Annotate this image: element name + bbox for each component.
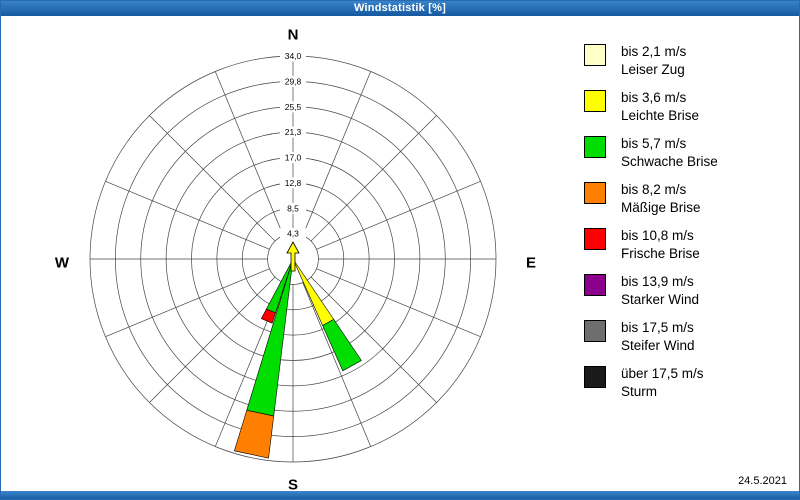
legend-speed: bis 5,7 m/s [621, 136, 687, 151]
legend-speed: bis 3,6 m/s [621, 90, 687, 105]
date-label: 24.5.2021 [738, 475, 787, 487]
legend-name: Leiser Zug [621, 61, 685, 77]
legend-label: bis 13,9 m/s Starker Wind [621, 273, 699, 308]
legend-label: bis 3,6 m/s Leichte Brise [621, 89, 699, 124]
compass-west-label: W [54, 254, 70, 272]
legend-item: bis 13,9 m/s Starker Wind [584, 273, 794, 319]
legend-item: bis 10,8 m/s Frische Brise [584, 227, 794, 273]
ring-label: 8,5 [287, 203, 299, 213]
legend-speed: über 17,5 m/s [621, 366, 704, 381]
ring-label: 34,0 [285, 51, 302, 61]
legend-label: bis 17,5 m/s Steifer Wind [621, 319, 695, 354]
grid-spoke [302, 71, 372, 236]
grid-spoke [105, 180, 270, 250]
legend-swatch [584, 366, 606, 388]
legend-item: bis 3,6 m/s Leichte Brise [584, 89, 794, 135]
legend-item: über 17,5 m/s Sturm [584, 365, 794, 411]
legend-swatch [584, 136, 606, 158]
legend-name: Schwache Brise [621, 153, 718, 169]
legend-item: bis 8,2 m/s Mäßige Brise [584, 181, 794, 227]
ring-label-bg [280, 75, 306, 87]
petal-segment [292, 258, 335, 326]
ring-label: 17,0 [285, 153, 302, 163]
window-title-bar: Windstatistik [%] [0, 0, 800, 16]
ring-label: 21,3 [285, 127, 302, 137]
grid-spoke [149, 115, 276, 242]
legend-swatch [584, 274, 606, 296]
grid-spoke [316, 180, 481, 250]
ring-label-bg [280, 202, 306, 214]
ring-label: 25,5 [285, 102, 302, 112]
ring-label-bg [280, 126, 306, 138]
legend-name: Mäßige Brise [621, 199, 701, 215]
legend-swatch [584, 182, 606, 204]
bottom-bar [0, 491, 800, 500]
legend-name: Sturm [621, 383, 658, 399]
legend-label: über 17,5 m/s Sturm [621, 365, 704, 400]
legend-label: bis 8,2 m/s Mäßige Brise [621, 181, 701, 216]
grid-spoke [302, 282, 372, 447]
legend-speed: bis 13,9 m/s [621, 274, 694, 289]
legend-label: bis 5,7 m/s Schwache Brise [621, 135, 718, 170]
grid-spoke [105, 268, 270, 338]
grid-spoke [316, 268, 481, 338]
petal-segment [233, 409, 275, 459]
legend-item: bis 2,1 m/s Leiser Zug [584, 43, 794, 89]
ring-label-bg [280, 152, 306, 163]
compass-north-label: N [287, 26, 299, 44]
petal-segment [322, 318, 362, 372]
legend-swatch [584, 44, 606, 66]
ring-label: 29,8 [285, 76, 302, 86]
ring-label-bg [280, 101, 306, 113]
legend-swatch [584, 228, 606, 250]
legend-label: bis 2,1 m/s Leiser Zug [621, 43, 686, 78]
legend-speed: bis 2,1 m/s [621, 44, 687, 59]
legend-item: bis 17,5 m/s Steifer Wind [584, 319, 794, 365]
center-wind-arrow [286, 241, 300, 272]
legend-swatch [584, 320, 606, 342]
grid-spoke [149, 276, 276, 403]
legend-name: Leichte Brise [621, 107, 700, 123]
legend-speed: bis 17,5 m/s [621, 320, 694, 335]
ring-label: 12,8 [285, 178, 302, 188]
legend-item: bis 5,7 m/s Schwache Brise [584, 135, 794, 181]
grid-spoke [310, 276, 437, 403]
ring-label-bg [280, 177, 306, 189]
legend-speed: bis 10,8 m/s [621, 228, 694, 243]
ring-label-bg [280, 228, 306, 240]
window-title: Windstatistik [%] [354, 2, 446, 14]
legend-label: bis 10,8 m/s Frische Brise [621, 227, 700, 262]
legend-name: Starker Wind [621, 291, 700, 307]
legend: bis 2,1 m/s Leiser Zug bis 3,6 m/s Leichte… [584, 43, 794, 411]
legend-swatch [584, 90, 606, 112]
petal-segment [246, 267, 293, 417]
compass-south-label: S [287, 476, 299, 494]
ring-label-bg [280, 50, 306, 62]
grid-spoke [214, 71, 284, 236]
grid-spoke [310, 115, 437, 242]
compass-east-label: E [525, 254, 537, 272]
ring-label: 4,3 [287, 229, 299, 239]
legend-name: Steifer Wind [621, 337, 695, 353]
legend-name: Frische Brise [621, 245, 700, 261]
legend-speed: bis 8,2 m/s [621, 182, 687, 197]
petal-segment [260, 308, 276, 324]
